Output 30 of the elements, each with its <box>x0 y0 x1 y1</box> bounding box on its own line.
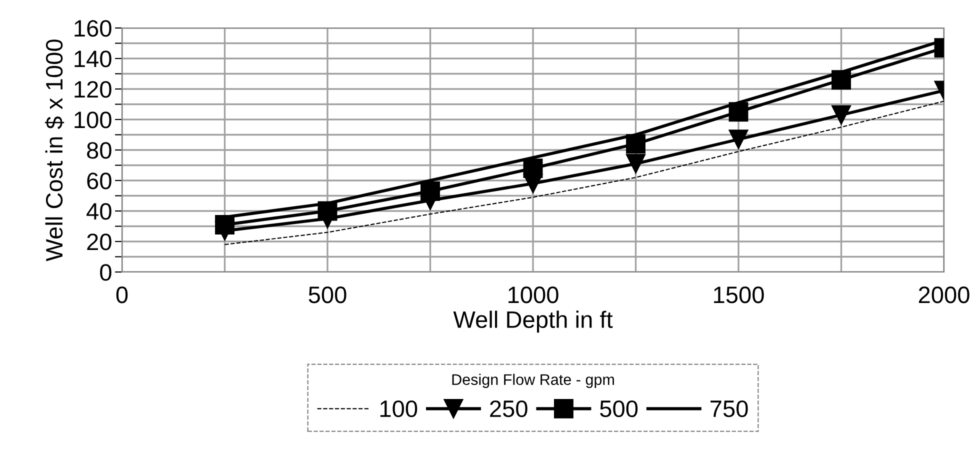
y-tick-label: 80 <box>87 142 112 159</box>
y-tick-label: 160 <box>74 20 112 37</box>
legend-label: 750 <box>710 400 748 418</box>
x-tick-label: 2000 <box>918 286 970 304</box>
point <box>832 70 851 90</box>
point <box>523 174 543 194</box>
point <box>832 105 851 125</box>
y-tick-label: 60 <box>87 172 112 190</box>
y-tick-label: 140 <box>74 50 112 68</box>
point <box>728 102 748 122</box>
legend-label: 500 <box>600 400 638 418</box>
legend-title: Design Flow Rate - gpm <box>452 374 614 388</box>
y-tick-label: 120 <box>74 81 112 98</box>
y-tick-label: 100 <box>74 112 112 128</box>
legend-label: 100 <box>380 400 418 418</box>
point <box>626 134 646 154</box>
point <box>420 190 440 210</box>
x-tick-label: 0 <box>116 286 128 304</box>
x-tick-label: 1000 <box>508 286 558 304</box>
x-axis-title: Well Depth in ft <box>453 310 613 333</box>
point <box>215 221 234 241</box>
y-axis-title: Well Cost in $ x 1000 <box>44 40 64 262</box>
x-tick-label: 500 <box>308 286 346 304</box>
y-tick-label: 20 <box>87 234 112 250</box>
point <box>728 130 748 150</box>
legend-label: 250 <box>490 400 528 418</box>
x-tick-label: 1500 <box>714 286 764 304</box>
y-tick-label: 0 <box>100 264 112 281</box>
y-tick-label: 40 <box>86 203 112 220</box>
point <box>626 154 646 174</box>
